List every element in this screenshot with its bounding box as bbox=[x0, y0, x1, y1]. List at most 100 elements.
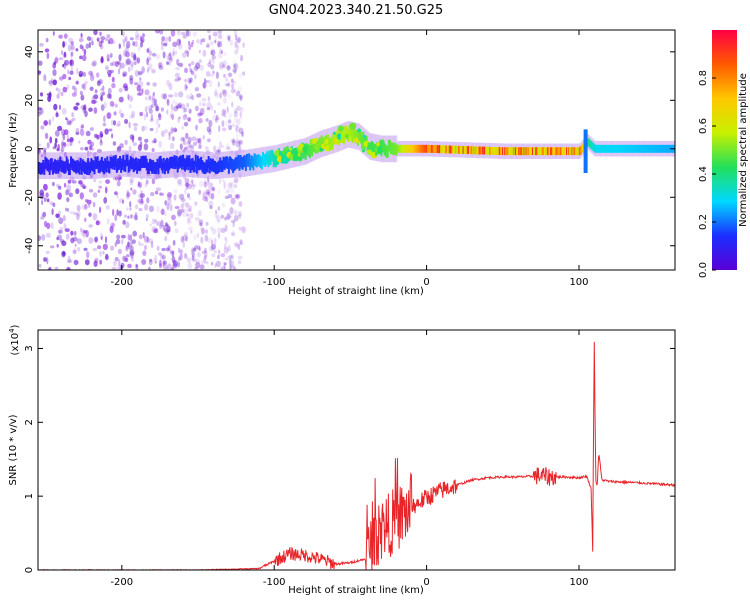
spectrogram-noise-dot bbox=[227, 181, 232, 188]
spectrogram-noise-dot bbox=[166, 229, 169, 236]
spectrogram-noise-dot bbox=[206, 107, 211, 111]
spectrogram-noise-dot bbox=[100, 87, 103, 92]
spectrogram-noise-dot bbox=[60, 146, 65, 153]
spectrogram-noise-dot bbox=[148, 108, 153, 114]
spectrogram-noise-dot bbox=[164, 235, 168, 242]
spectrogram-noise-dot bbox=[193, 65, 199, 72]
spectrogram-ridge bbox=[81, 159, 84, 171]
spectrogram-noise-dot bbox=[189, 68, 193, 73]
spectrogram-noise-dot bbox=[131, 256, 134, 262]
spectrogram-noise-dot bbox=[211, 246, 215, 252]
spectrogram-ridge bbox=[460, 146, 463, 154]
spectrogram-ridge bbox=[588, 139, 591, 148]
spectrogram-noise-dot bbox=[127, 66, 131, 73]
spectrogram-noise-dot bbox=[217, 249, 221, 254]
spectrogram-noise-dot bbox=[94, 133, 98, 139]
spectrogram-ridge bbox=[506, 147, 509, 156]
spectrogram-noise-dot bbox=[147, 67, 150, 72]
spectrogram-noise-dot bbox=[93, 152, 97, 156]
spectrogram-noise-dot bbox=[176, 149, 179, 154]
spectrogram-noise-dot bbox=[219, 177, 222, 185]
spectrogram-noise-dot bbox=[178, 116, 181, 120]
spectrogram-noise-dot bbox=[63, 129, 69, 136]
spectrogram-noise-dot bbox=[226, 106, 229, 114]
spectrogram-noise-dot bbox=[107, 93, 111, 99]
spectrogram-noise-dot bbox=[184, 83, 188, 91]
spectrogram-noise-dot bbox=[215, 260, 221, 268]
spectrogram-ridge bbox=[397, 144, 400, 153]
spectrogram-noise-dot bbox=[49, 94, 53, 98]
spectrogram-noise-dot bbox=[162, 224, 166, 231]
spectrogram-ridge bbox=[509, 147, 512, 156]
spectrogram-noise-dot bbox=[200, 225, 203, 231]
spectrogram-noise-dot bbox=[168, 94, 174, 98]
spectrogram-noise-dot bbox=[96, 220, 99, 226]
spectrogram-noise-dot bbox=[238, 201, 243, 207]
spectrogram-noise-dot bbox=[100, 57, 104, 64]
spectrogram-noise-dot bbox=[198, 218, 204, 225]
spectrogram-noise-dot bbox=[63, 33, 68, 39]
spectrogram-ridge bbox=[589, 140, 592, 149]
spectrogram-noise-dot bbox=[96, 149, 102, 154]
spectrogram-noise-dot bbox=[129, 114, 134, 119]
spectrogram-noise-dot bbox=[238, 213, 242, 219]
spectrogram-noise-dot bbox=[182, 107, 186, 113]
spectrogram-ridge bbox=[607, 144, 610, 153]
spectrogram-noise-dot bbox=[43, 183, 48, 191]
spectrogram-ridge bbox=[412, 144, 415, 153]
spectrogram-noise-dot bbox=[89, 86, 94, 92]
spectrogram-ridge bbox=[602, 144, 605, 153]
spectrogram-noise-dot bbox=[130, 96, 134, 102]
spectrogram-ridge bbox=[346, 128, 349, 140]
spectrogram-ridge bbox=[483, 146, 486, 155]
spectrogram-noise-dot bbox=[67, 69, 70, 75]
spectrogram-noise-dot bbox=[148, 266, 151, 270]
spectrogram-noise-dot bbox=[190, 70, 195, 75]
spectrogram-noise-dot bbox=[213, 250, 217, 254]
spectrogram-noise-dot bbox=[94, 236, 98, 243]
spectrogram-ridge bbox=[155, 162, 158, 175]
spectrogram-noise-dot bbox=[173, 92, 179, 98]
spectrogram-noise-dot bbox=[217, 42, 223, 48]
spectrogram-ridge bbox=[361, 137, 364, 149]
colorbar-tick-label: 0.0 bbox=[698, 262, 709, 278]
spectrogram-noise-dot bbox=[132, 41, 136, 47]
spectrogram-noise-dot bbox=[160, 40, 163, 46]
spectrogram-blob bbox=[282, 156, 289, 164]
spectrogram-noise-dot bbox=[239, 107, 244, 112]
spectrogram-ridge bbox=[162, 157, 165, 170]
spectrogram-noise-dot bbox=[218, 61, 224, 69]
spectrogram-ridge bbox=[104, 158, 107, 170]
spectrogram-noise-dot bbox=[43, 74, 47, 82]
spectrogram-noise-dot bbox=[132, 189, 137, 195]
spectrogram-noise-dot bbox=[158, 62, 162, 68]
spectrogram-noise-dot bbox=[214, 153, 217, 161]
spectrogram-noise-dot bbox=[228, 255, 233, 259]
spectrogram-noise-dot bbox=[178, 256, 181, 262]
spectrogram-noise-dot bbox=[148, 95, 152, 101]
spectrogram-noise-dot bbox=[232, 64, 237, 69]
spectrogram-ridge bbox=[384, 144, 387, 157]
spectrogram-noise-dot bbox=[179, 143, 183, 150]
spectrogram-noise-dot bbox=[171, 136, 175, 142]
spectrogram-ridge bbox=[66, 159, 69, 171]
spectrogram-noise-dot bbox=[154, 260, 157, 264]
spectrogram-noise-dot bbox=[107, 40, 110, 45]
spectrogram-noise-dot bbox=[194, 74, 197, 80]
spectrogram-noise-dot bbox=[176, 38, 181, 46]
spectrogram-noise-dot bbox=[223, 247, 229, 254]
spectrogram-noise-dot bbox=[56, 93, 60, 99]
spectrogram-noise-dot bbox=[146, 197, 150, 204]
colorbar-tick-label: 0.8 bbox=[698, 70, 709, 86]
spectrogram-noise-dot bbox=[210, 186, 216, 191]
spectrogram-noise-dot bbox=[130, 214, 133, 219]
spectrogram-noise-dot bbox=[212, 70, 215, 75]
spectrogram-noise-dot bbox=[142, 33, 145, 38]
spectrogram-noise-dot bbox=[84, 217, 87, 223]
spectrogram-noise-dot bbox=[174, 78, 180, 82]
spectrogram-noise-dot bbox=[96, 37, 100, 41]
spectrogram-noise-dot bbox=[227, 94, 232, 99]
spectrogram-ridge bbox=[206, 160, 209, 173]
spectrogram-noise-dot bbox=[88, 41, 92, 49]
